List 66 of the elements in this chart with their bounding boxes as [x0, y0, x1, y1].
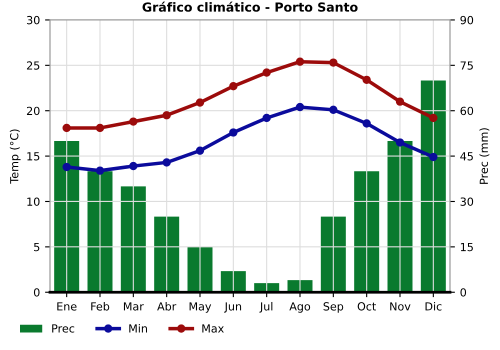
y2-axis-title: Prec (mm)	[479, 128, 490, 184]
point	[362, 119, 371, 128]
point	[329, 58, 338, 67]
point	[262, 68, 271, 77]
x-tick-label: Nov	[390, 302, 411, 311]
x-tick-label: Oct	[358, 302, 376, 311]
bar	[154, 216, 180, 292]
point	[196, 98, 204, 107]
x-tick-label: Ene	[57, 302, 77, 311]
point	[329, 106, 338, 114]
point	[96, 166, 104, 175]
y2-tick-label: 15	[460, 242, 473, 252]
legend-label: Max	[202, 324, 224, 333]
bar	[220, 271, 246, 292]
point	[162, 111, 171, 120]
bar	[354, 171, 380, 292]
chart-title: Gráfico climático - Porto Santo	[142, 2, 358, 12]
bar	[188, 246, 212, 292]
y-tick-label: 10	[27, 197, 40, 206]
y2-tick-label: 60	[460, 106, 474, 116]
y2-tick-label: 90	[460, 16, 474, 24]
x-tick-label: Jun	[224, 302, 242, 313]
point	[129, 117, 138, 126]
x-tick-label: Ago	[289, 302, 310, 313]
point	[96, 124, 104, 132]
x-tick-label: Abr	[157, 302, 176, 311]
point	[229, 82, 238, 90]
bar	[120, 186, 146, 292]
x-tick-label: May	[190, 302, 212, 313]
legend-label: Min	[129, 324, 147, 332]
point	[129, 162, 138, 170]
y-tick-label: 20	[26, 106, 40, 116]
bar	[54, 140, 80, 292]
bar	[88, 171, 112, 292]
y-tick-label: 30	[26, 16, 40, 24]
point	[296, 102, 304, 112]
point	[162, 158, 171, 167]
point	[62, 124, 71, 132]
x-tick-label: Jul	[259, 302, 272, 313]
point	[62, 162, 71, 172]
y2-tick-label: 45	[460, 152, 473, 160]
bar	[420, 80, 446, 292]
bar	[388, 140, 412, 292]
y2-tick-label: 75	[460, 61, 473, 70]
point	[396, 97, 404, 106]
point	[362, 76, 371, 84]
y-tick-label: 25	[26, 61, 40, 70]
point	[429, 114, 438, 122]
x-tick-label: Dic	[426, 302, 442, 311]
y2-tick-label: 30	[460, 197, 474, 206]
y-tick-label: 5	[34, 242, 40, 252]
point	[296, 58, 304, 66]
y-tick-label: 0	[34, 288, 40, 297]
y2-tick-label: 0	[460, 288, 466, 297]
bar	[320, 216, 346, 292]
x-tick-label: Mar	[124, 302, 144, 311]
y-tick-label: 15	[27, 152, 40, 160]
legend-label: Prec	[52, 324, 74, 333]
point	[262, 114, 271, 122]
point	[196, 146, 204, 155]
point	[429, 152, 438, 162]
y-axis-title: Temp (°C)	[10, 129, 21, 184]
x-tick-label: Feb	[91, 302, 110, 311]
point	[396, 138, 404, 147]
point	[229, 128, 238, 137]
x-tick-label: Sep	[324, 302, 344, 313]
